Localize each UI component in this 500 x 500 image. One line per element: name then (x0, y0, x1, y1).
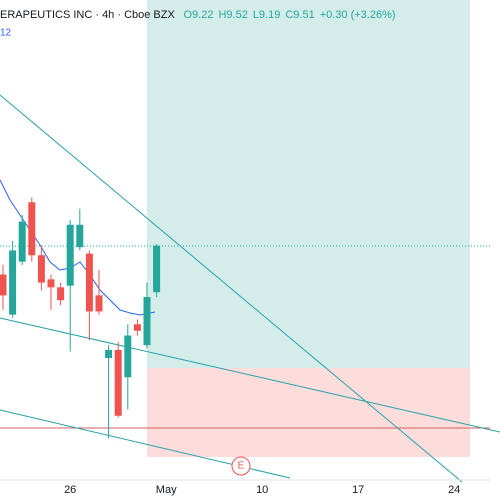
change-value: +0.30 (+3.26%) (320, 9, 396, 21)
chart-title: ERAPEUTICS INC · 4h · Cboe BZX (0, 9, 175, 21)
candle-body (47, 279, 55, 288)
trendline (0, 317, 500, 433)
candle-body (143, 296, 151, 346)
candle-body (18, 221, 26, 262)
candle-body (124, 335, 132, 378)
trendline (0, 94, 463, 483)
x-tick-label: 17 (352, 484, 364, 496)
earnings-marker[interactable] (231, 456, 251, 476)
candle-body (9, 250, 17, 315)
candle-body (85, 253, 93, 312)
candle-body (76, 224, 84, 248)
indicator-label: 12 (0, 28, 12, 39)
high-value: H9.52 (218, 9, 247, 21)
x-tick-label: May (156, 484, 177, 496)
candle-body (66, 224, 74, 286)
open-value: O9.22 (183, 9, 213, 21)
loss-zone (147, 368, 470, 457)
profit-zone (147, 0, 470, 368)
candle-body (95, 295, 103, 312)
candle-body (37, 255, 45, 283)
x-ticks: 26 May 10 17 24 (64, 484, 460, 496)
x-tick-label: 26 (64, 484, 76, 496)
candle-body (28, 202, 36, 256)
candles (0, 197, 161, 439)
low-value: L9.19 (253, 9, 281, 21)
earnings-label: E (238, 461, 245, 472)
close-value: C9.51 (285, 9, 314, 21)
candle-body (57, 287, 65, 301)
candle-body (114, 349, 122, 416)
candle-body (0, 274, 7, 296)
candle-body (133, 324, 141, 331)
candle-body (153, 245, 161, 293)
x-tick-label: 10 (256, 484, 268, 496)
candle-body (105, 349, 113, 358)
x-tick-label: 24 (448, 484, 460, 496)
